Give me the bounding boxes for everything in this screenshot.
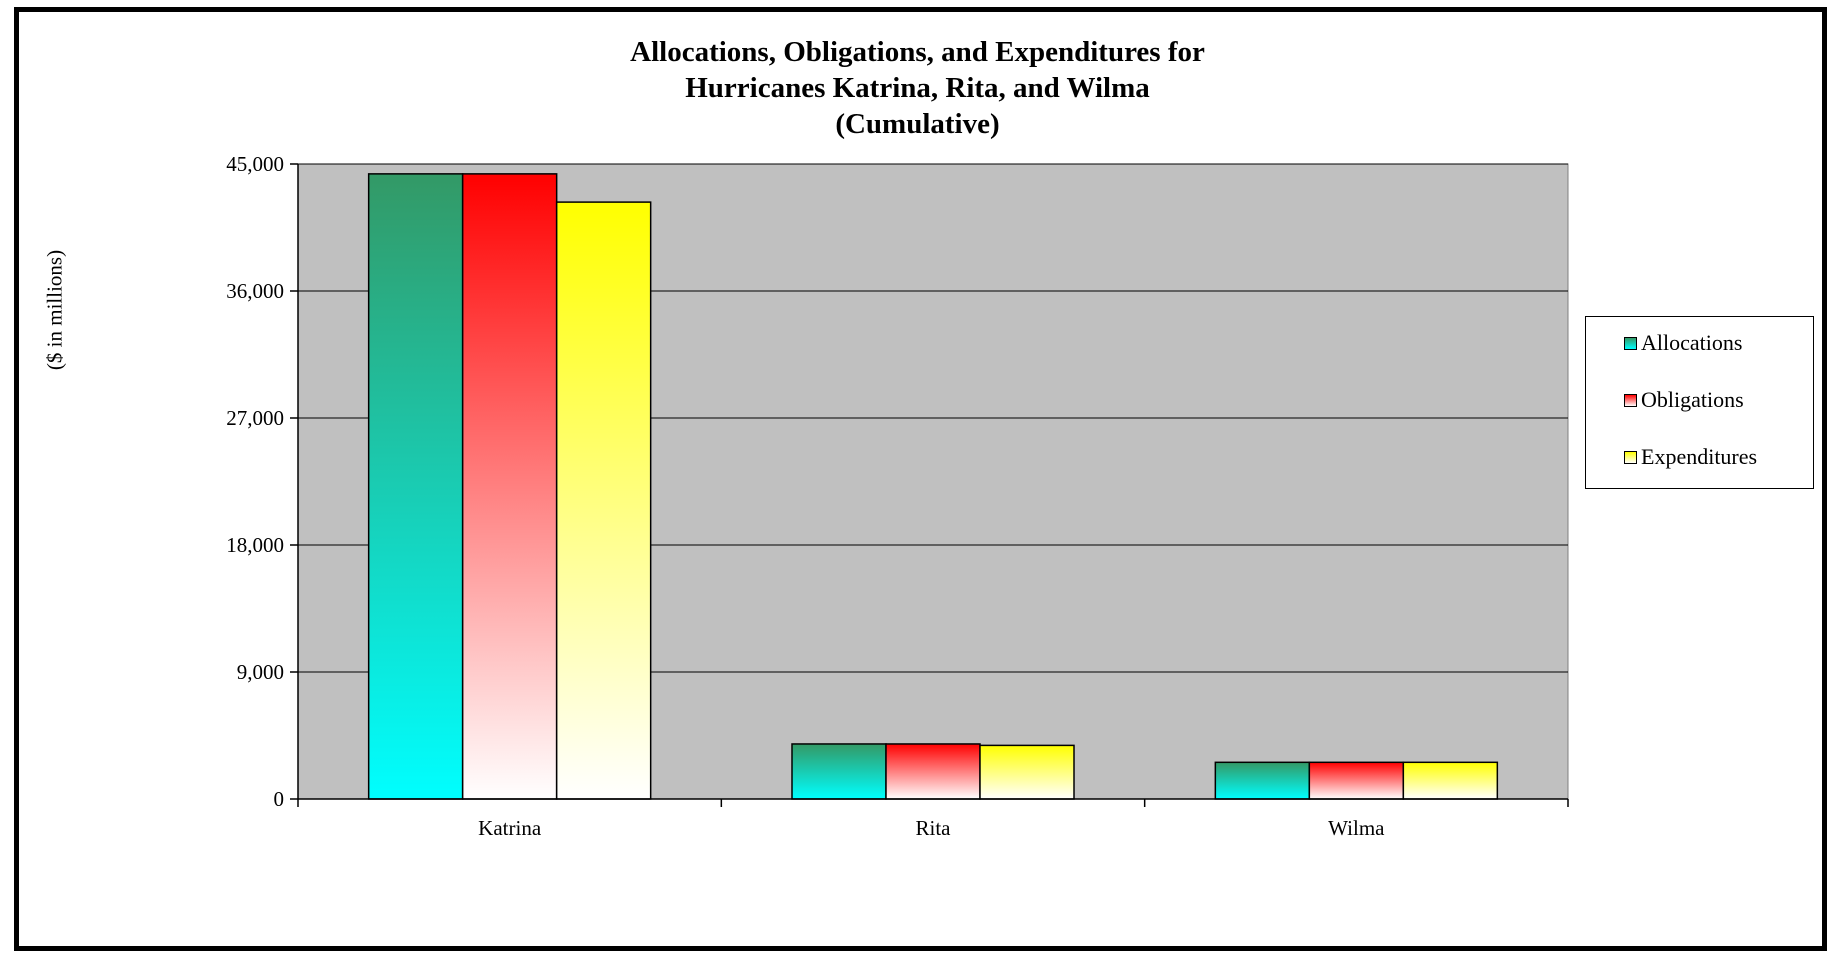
bar-obligations-wilma [1308, 761, 1405, 800]
y-tick-label: 45,000 [226, 152, 284, 176]
x-tick-label-katrina: Katrina [478, 816, 542, 840]
bar-expenditures-katrina [555, 201, 652, 800]
legend-item-expenditures: Expenditures [1624, 443, 1757, 471]
axes: 0 9,000 18,000 27,000 36,000 45,000 Katrina Rit… [226, 152, 1569, 840]
y-tick-label: 0 [274, 787, 285, 811]
x-tick-label-wilma: Wilma [1328, 816, 1385, 840]
bar-expenditures-rita [979, 744, 1075, 800]
y-tick-label: 36,000 [226, 279, 284, 303]
legend-label-obligations: Obligations [1641, 387, 1744, 412]
bar-obligations-katrina [461, 173, 558, 800]
legend-swatch-allocations [1624, 336, 1637, 350]
legend-swatch-expenditures [1624, 450, 1637, 464]
chart-title-line-3: (Cumulative) [835, 108, 1000, 140]
y-tick-label: 9,000 [237, 660, 284, 684]
bar-allocations-wilma [1214, 761, 1311, 800]
legend-label-expenditures: Expenditures [1641, 444, 1758, 469]
y-tick-label: 18,000 [226, 533, 284, 557]
bar-obligations-rita [885, 743, 981, 800]
bars [367, 173, 1499, 800]
y-axis-label: ($ in millions) [42, 249, 67, 371]
chart-title-line-1: Allocations, Obligations, and Expenditur… [630, 36, 1205, 68]
legend: Allocations Obligations Expenditures [1585, 316, 1814, 489]
legend-label-allocations: Allocations [1641, 330, 1743, 355]
chart-title-line-2: Hurricanes Katrina, Rita, and Wilma [685, 72, 1150, 104]
bar-allocations-katrina [367, 173, 464, 800]
chart-title: Allocations, Obligations, and Expenditur… [0, 34, 1835, 142]
bar-expenditures-wilma [1402, 761, 1499, 800]
legend-swatch-obligations [1624, 393, 1637, 407]
bar-allocations-rita [791, 743, 887, 800]
x-tick-label-rita: Rita [916, 816, 952, 840]
y-tick-label: 27,000 [226, 406, 284, 430]
legend-item-obligations: Obligations [1624, 386, 1744, 414]
legend-item-allocations: Allocations [1624, 329, 1742, 357]
